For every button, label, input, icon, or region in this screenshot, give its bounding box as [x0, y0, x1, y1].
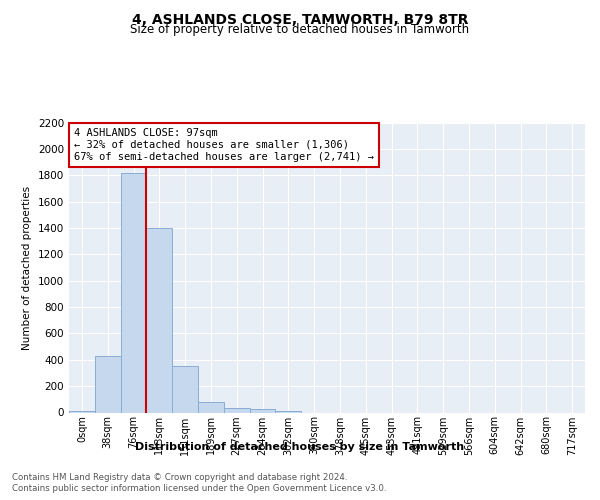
- Bar: [95, 356, 121, 412]
- Bar: [172, 366, 198, 412]
- Text: Contains public sector information licensed under the Open Government Licence v3: Contains public sector information licen…: [12, 484, 386, 493]
- Text: 4 ASHLANDS CLOSE: 97sqm
← 32% of detached houses are smaller (1,306)
67% of semi: 4 ASHLANDS CLOSE: 97sqm ← 32% of detache…: [74, 128, 374, 162]
- Bar: [275, 411, 301, 412]
- Bar: [250, 408, 275, 412]
- Text: 4, ASHLANDS CLOSE, TAMWORTH, B79 8TR: 4, ASHLANDS CLOSE, TAMWORTH, B79 8TR: [132, 12, 468, 26]
- Text: Distribution of detached houses by size in Tamworth: Distribution of detached houses by size …: [136, 442, 464, 452]
- Bar: [224, 408, 250, 412]
- Text: Size of property relative to detached houses in Tamworth: Size of property relative to detached ho…: [130, 22, 470, 36]
- Bar: [69, 410, 95, 412]
- Text: Contains HM Land Registry data © Crown copyright and database right 2024.: Contains HM Land Registry data © Crown c…: [12, 472, 347, 482]
- Bar: [198, 402, 224, 412]
- Bar: [121, 172, 146, 412]
- Y-axis label: Number of detached properties: Number of detached properties: [22, 186, 32, 350]
- Bar: [146, 228, 172, 412]
